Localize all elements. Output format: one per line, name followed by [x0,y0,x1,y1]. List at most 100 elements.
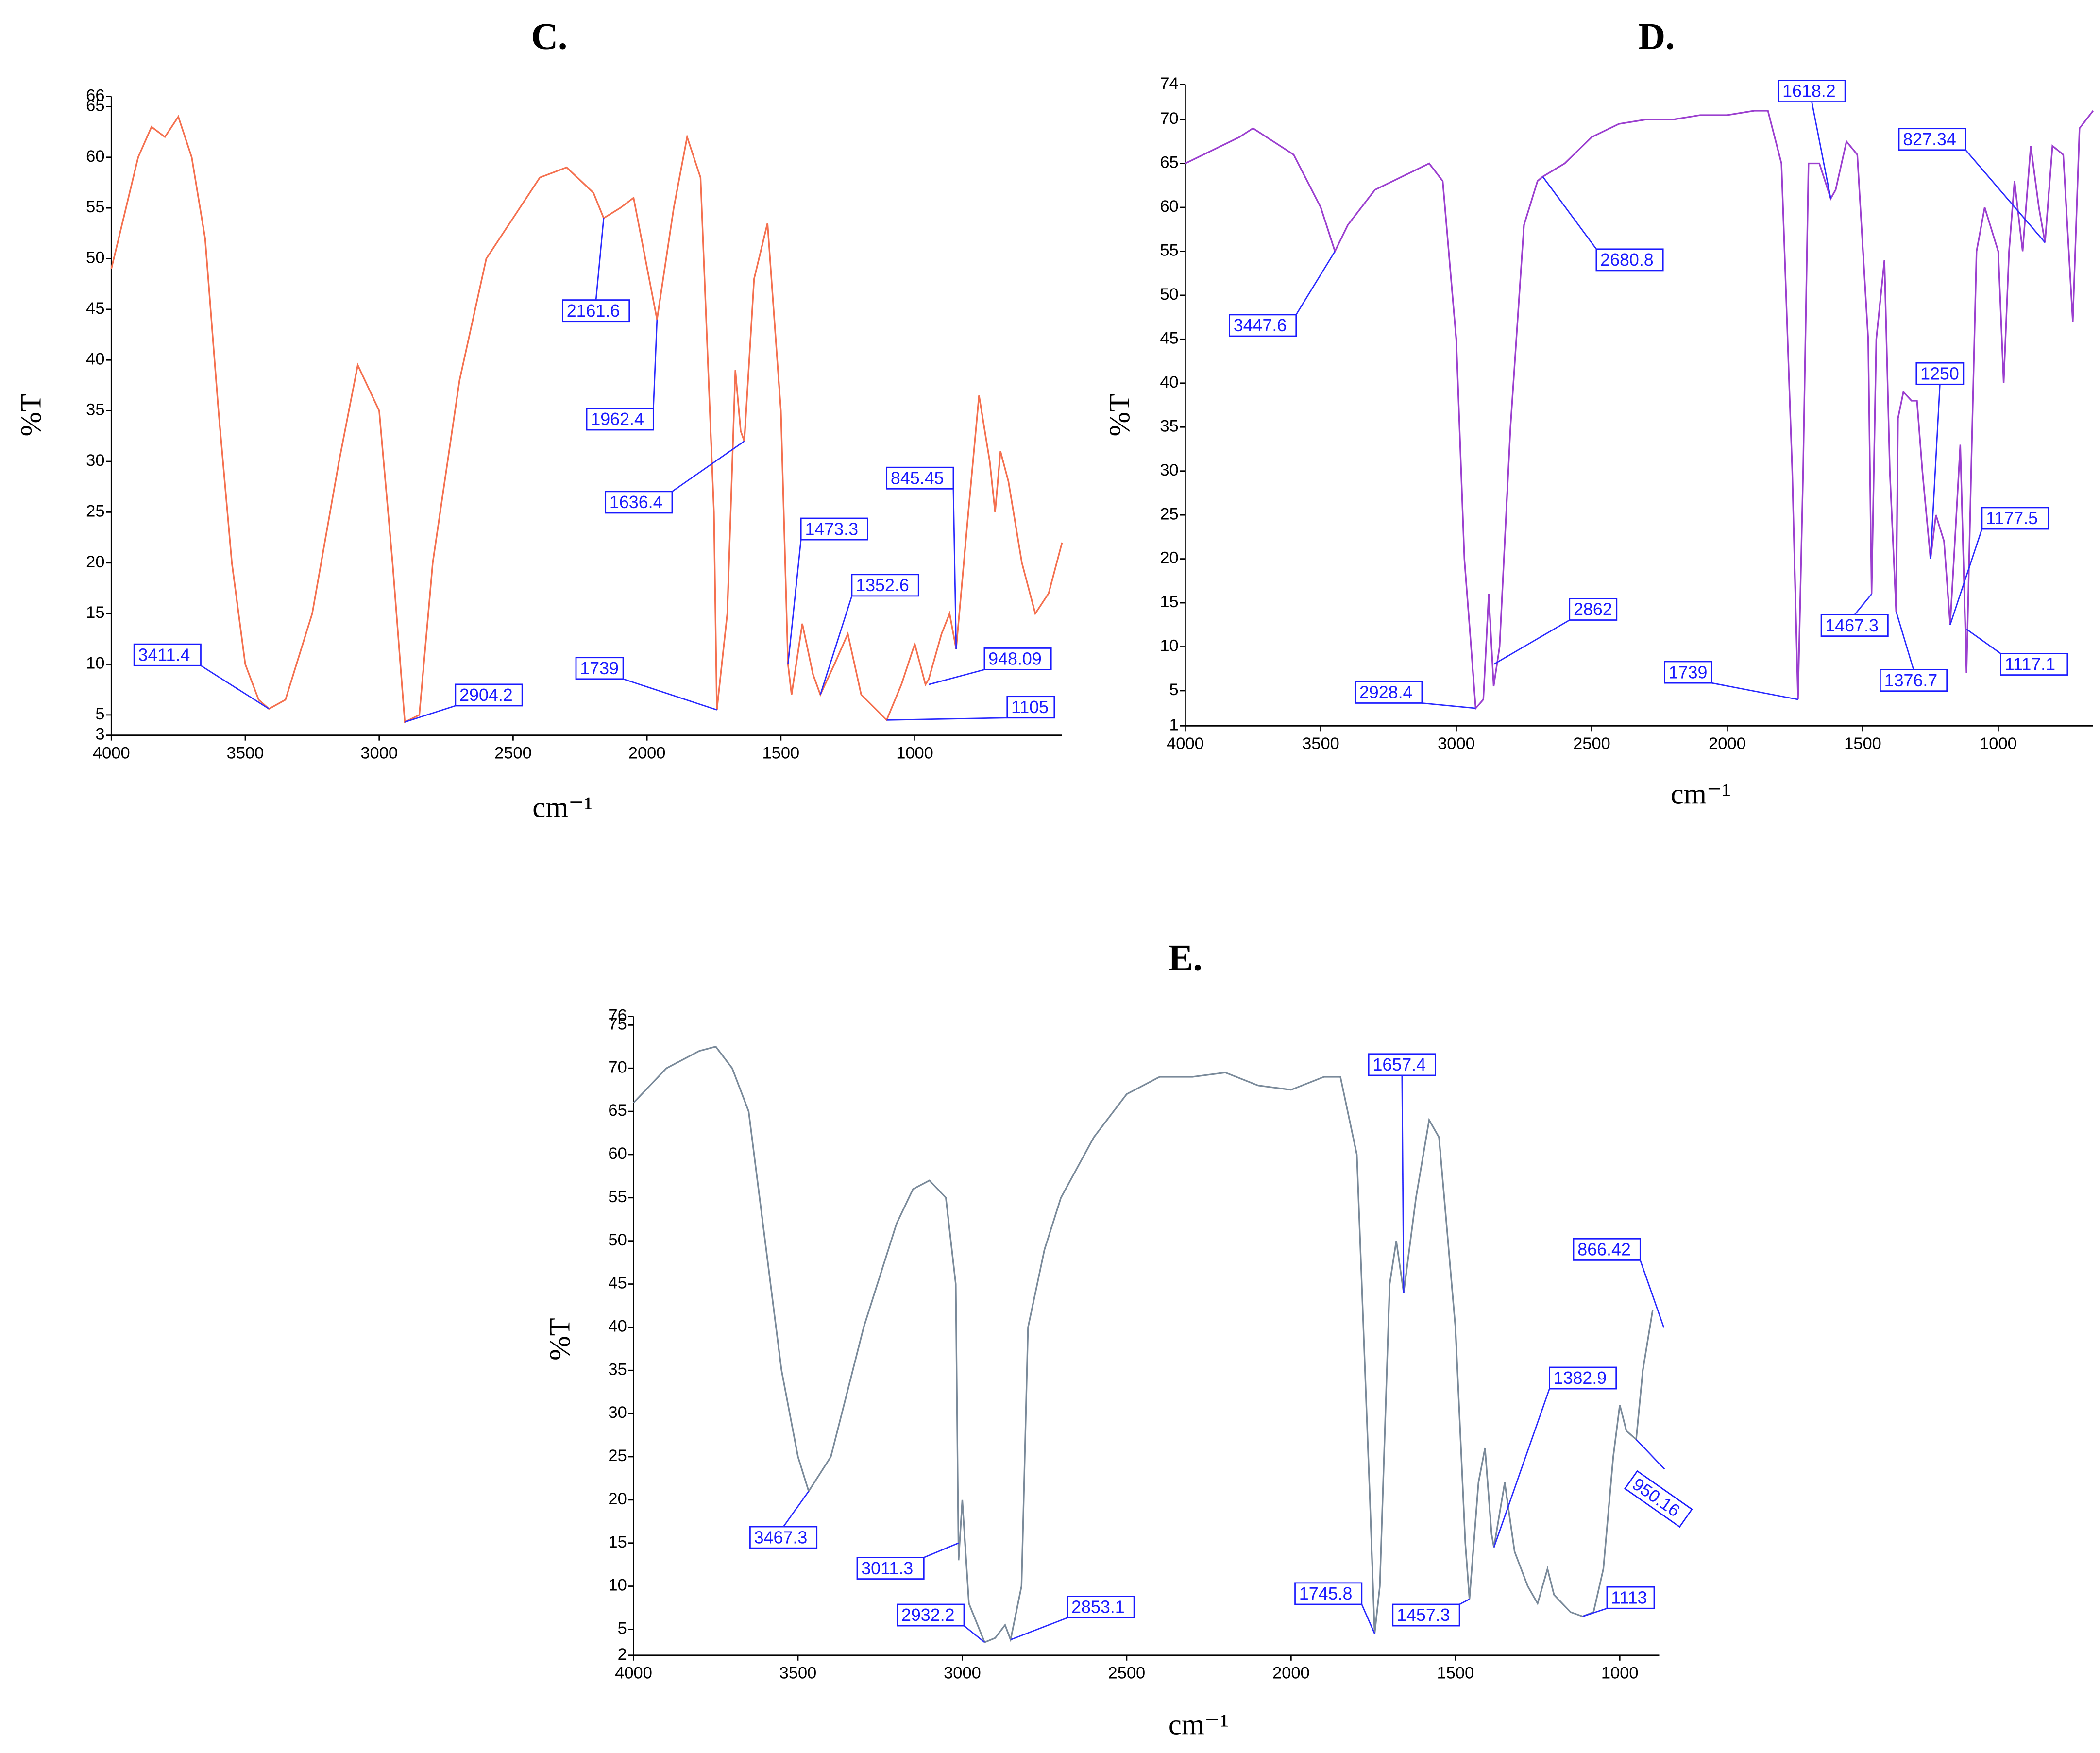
leader-line [595,218,605,300]
peak-annotation: 1739 [1664,661,1712,684]
leader-line [923,1542,959,1558]
x-tick-label: 3500 [227,744,264,762]
peak-label: 1117.1 [2005,655,2055,674]
peak-label-box [1880,669,1948,692]
peak-annotation: 1657.4 [1368,1053,1436,1076]
y-tick-label: 66 [86,86,104,105]
y-tick-label: 74 [1160,74,1178,93]
peak-label-box [1355,681,1423,704]
peak-annotation: 1636.4 [605,491,673,514]
x-tick-label: 3500 [779,1664,817,1682]
peak-label-box [1392,1603,1460,1627]
y-tick-label: 35 [86,401,104,419]
peak-label: 3447.6 [1234,316,1287,335]
peak-annotation: 1467.3 [1820,614,1889,637]
y-tick-label: 55 [608,1188,627,1206]
x-tick-label: 2000 [628,744,666,762]
leader-line [1854,594,1872,615]
peak-annotation: 1739 [575,657,624,680]
y-tick-label: 2 [618,1645,627,1664]
y-tick-label: 1 [1169,715,1179,734]
y-tick-label: 25 [608,1447,627,1465]
leader-line [952,489,957,649]
y-tick-label: 70 [1160,109,1178,128]
leader-line [1459,1598,1470,1605]
y-tick-label: 50 [1160,285,1178,304]
y-tick-label: 15 [86,603,104,622]
y-tick-label: 20 [1160,549,1178,567]
peak-annotation: 2928.4 [1355,681,1423,704]
peak-label: 1657.4 [1372,1055,1426,1074]
peak-annotation: 827.34 [1898,128,1966,151]
peak-label: 2932.2 [901,1605,955,1625]
peak-annotation: 1117.1 [2000,653,2068,676]
peak-label: 1113 [1611,1588,1647,1607]
peak-label: 827.34 [1903,130,1956,149]
peak-annotation: 845.45 [886,466,954,490]
y-axis-label: %T [543,1318,576,1361]
x-tick-label: 2500 [494,744,532,762]
leader-line [1966,629,2001,654]
leader-line [782,1491,810,1527]
peak-label: 845.45 [891,468,944,488]
peak-annotation: 3011.3 [856,1557,925,1580]
peak-label: 948.09 [988,649,1042,669]
peak-label-box [2000,653,2068,676]
x-tick-label: 4000 [615,1664,652,1682]
x-axis-label: cm⁻¹ [1671,778,1731,810]
peak-label-box [1067,1596,1135,1618]
peak-label-box [1898,128,1966,151]
leader-line [652,319,658,408]
leader-line [1711,682,1798,700]
x-axis-label: cm⁻¹ [532,791,593,824]
peak-label-box [897,1603,965,1627]
peak-annotation: 3467.3 [749,1526,818,1549]
peak-label-box [1664,661,1712,684]
peak-label: 1352.6 [856,576,909,595]
leader-line [1811,102,1831,199]
y-tick-label: 40 [608,1317,627,1336]
y-tick-label: 50 [86,249,104,267]
peak-label: 1376.7 [1884,671,1938,690]
peak-label-box [1569,598,1618,621]
peak-annotation: 948.09 [983,647,1052,670]
peak-label: 1745.8 [1299,1584,1353,1603]
peak-label: 1739 [1669,663,1708,682]
peak-label: 1618.2 [1782,82,1836,101]
leader-line [1493,619,1570,665]
peak-label: 1382.9 [1554,1368,1607,1388]
peak-label-box [1294,1582,1363,1605]
peak-label-box [586,408,654,431]
spectrum-line [110,115,1063,724]
leader-line [200,665,270,710]
x-tick-label: 1000 [896,744,933,762]
peak-annotation: 2680.8 [1595,248,1664,272]
peak-annotation: 1457.3 [1392,1603,1460,1627]
y-tick-label: 10 [608,1576,627,1595]
peak-annotation: 1382.9 [1549,1366,1617,1390]
peak-annotation: 1352.6 [851,574,919,597]
peak-annotation: 950.16 [1624,1470,1693,1528]
y-tick-label: 35 [1160,417,1178,435]
peak-annotation: 1962.4 [586,408,654,431]
leader-line [1582,1607,1608,1617]
x-tick-label: 2500 [1108,1664,1146,1682]
peak-label: 2928.4 [1359,683,1413,702]
peak-label-box [1915,362,1965,385]
y-tick-label: 60 [608,1144,627,1163]
leader-line [1635,1439,1665,1470]
y-tick-label: 40 [1160,373,1178,391]
peak-label-box [1595,248,1664,272]
peak-annotation: 1113 [1606,1586,1655,1609]
peak-label-box [1229,314,1297,337]
y-tick-label: 45 [86,299,104,318]
spectrum-line [1185,110,2094,711]
leader-line [787,539,802,664]
y-tick-label: 55 [1160,241,1178,260]
peak-label-box [1573,1238,1641,1261]
peak-label: 2904.2 [459,685,513,705]
y-axis-label: %T [1103,394,1136,437]
y-tick-label: 55 [86,198,104,216]
y-tick-label: 65 [608,1101,627,1120]
